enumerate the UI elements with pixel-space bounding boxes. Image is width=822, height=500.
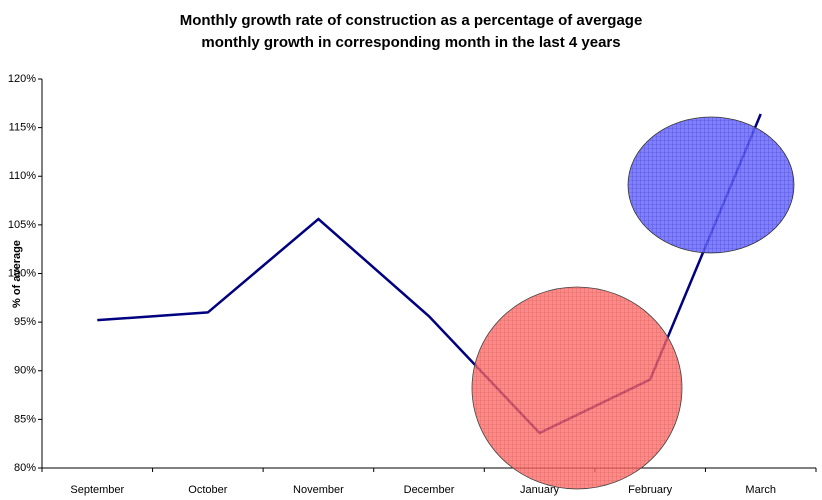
plot: 80% 85% 90% 95% 100% 105% 110% 115% 120% Septembe… [8,73,817,496]
y-tick-label: 85% [14,413,36,425]
chart-title: monthly growth in corresponding month in… [201,34,620,51]
x-tick-label: November [293,484,344,496]
highlight-ellipse [471,286,683,490]
x-tick-label: September [70,484,124,496]
y-tick-label: 80% [14,462,36,474]
x-tick-label: February [628,484,673,496]
y-tick-label: 105% [8,219,36,231]
y-axis-label: % of average [11,240,23,308]
highlight-ellipse [627,116,795,254]
x-tick-label: March [745,484,776,496]
y-tick-label: 90% [14,365,36,377]
y-tick-label: 115% [9,122,37,134]
x-tick-label: December [404,484,455,496]
y-tick-label: 120% [8,73,36,85]
x-tick-label: January [520,484,560,496]
y-tick-label: 100% [8,267,36,279]
x-tick-label: October [188,484,227,496]
y-tick-label: 95% [14,316,36,328]
y-tick-label: 110% [9,170,37,182]
chart-title: Monthly growth rate of construction as a… [180,12,643,29]
